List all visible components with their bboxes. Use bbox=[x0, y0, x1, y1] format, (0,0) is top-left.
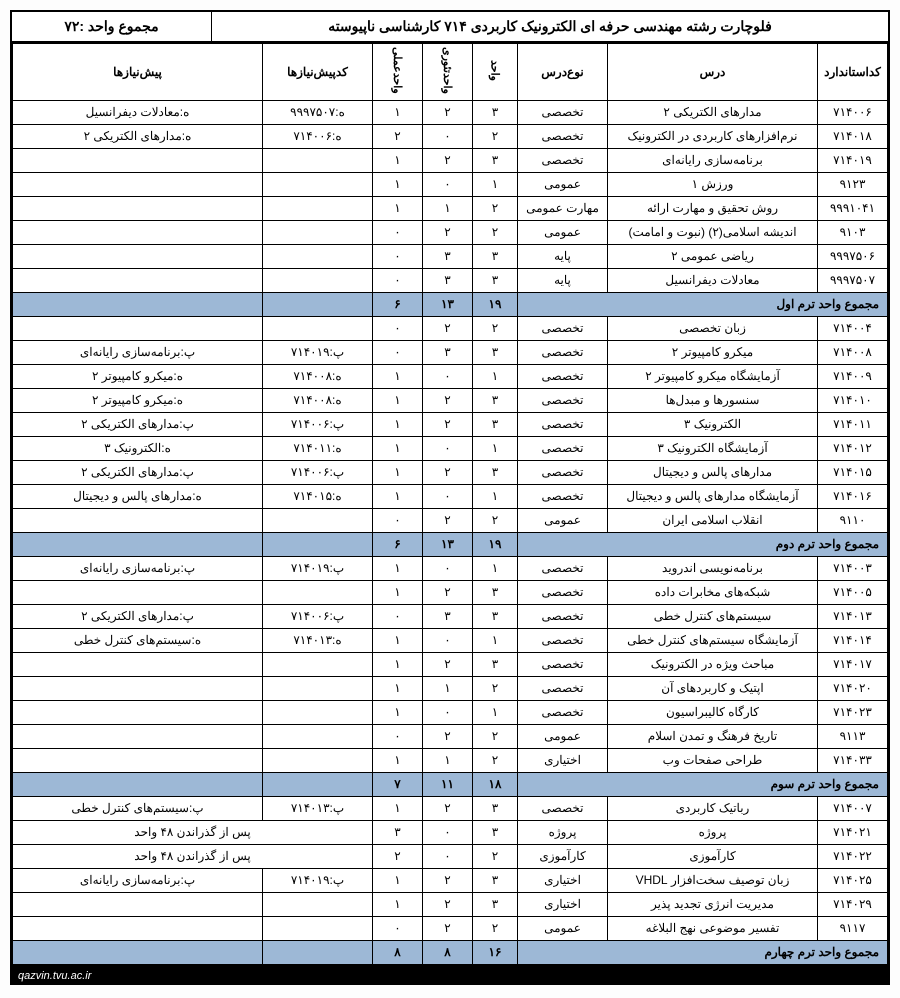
term-sum-row: مجموع واحد ترم چهارم۱۶۸۸ bbox=[13, 940, 888, 964]
term-sum-row: مجموع واحد ترم اول۱۹۱۳۶ bbox=[13, 292, 888, 316]
col-unit: واحد bbox=[473, 44, 518, 101]
table-row: ۷۱۴۰۱۲آزمایشگاه الکترونیک ۳تخصصی۱۰۱ه:۷۱۴… bbox=[13, 436, 888, 460]
table-row: ۷۱۴۰۲۵زبان توصیف سخت‌افزار VHDLاختیاری۳۲… bbox=[13, 868, 888, 892]
table-row: ۷۱۴۰۰۵شبکه‌های مخابرات دادهتخصصی۳۲۱ bbox=[13, 580, 888, 604]
table-row: ۷۱۴۰۲۱پروژهپروژه۳۰۳پس از گذراندن ۴۸ واحد bbox=[13, 820, 888, 844]
table-row: ۷۱۴۰۰۴زبان تخصصیتخصصی۲۲۰ bbox=[13, 316, 888, 340]
total-units: مجموع واحد :۷۲ bbox=[12, 12, 212, 41]
table-row: ۹۹۹۱۰۴۱روش تحقیق و مهارت ارائهمهارت عموم… bbox=[13, 196, 888, 220]
table-row: ۷۱۴۰۱۰سنسورها و مبدل‌هاتخصصی۳۲۱ه:۷۱۴۰۰۸ه… bbox=[13, 388, 888, 412]
table-row: ۷۱۴۰۰۶مدارهای الکتریکی ۲تخصصی۳۲۱ه:۹۹۹۷۵۰… bbox=[13, 100, 888, 124]
table-row: ۹۱۱۰انقلاب اسلامی ایرانعمومی۲۲۰ bbox=[13, 508, 888, 532]
table-row: ۷۱۴۰۲۲کارآموزیکارآموزی۲۰۲پس از گذراندن ۴… bbox=[13, 844, 888, 868]
table-row: ۷۱۴۰۲۹مدیریت انرژی تجدید پذیراختیاری۳۲۱ bbox=[13, 892, 888, 916]
table-row: ۹۱۰۳اندیشه اسلامی(۲) (نبوت و امامت)عمومی… bbox=[13, 220, 888, 244]
page-title: فلوچارت رشته مهندسی حرفه ای الکترونیک کا… bbox=[212, 12, 888, 41]
table-row: ۷۱۴۰۱۳سیستم‌های کنترل خطیتخصصی۳۳۰پ:۷۱۴۰۰… bbox=[13, 604, 888, 628]
table-row: ۷۱۴۰۰۳برنامه‌نویسی اندرویدتخصصی۱۰۱پ:۷۱۴۰… bbox=[13, 556, 888, 580]
col-course: درس bbox=[608, 44, 818, 101]
col-theory: واحدتئوری bbox=[423, 44, 473, 101]
table-row: ۷۱۴۰۲۰اپتیک و کاربردهای آنتخصصی۲۱۱ bbox=[13, 676, 888, 700]
table-row: ۷۱۴۰۰۷رباتیک کاربردیتخصصی۳۲۱پ:۷۱۴۰۱۳پ:سی… bbox=[13, 796, 888, 820]
col-practical: واحدعملی bbox=[373, 44, 423, 101]
footer-link: qazvin.tvu.ac.ir bbox=[10, 967, 890, 985]
table-row: ۷۱۴۰۰۹آزمایشگاه میکرو کامپیوتر ۲تخصصی۱۰۱… bbox=[13, 364, 888, 388]
col-type: نوع‌درس bbox=[518, 44, 608, 101]
table-row: ۷۱۴۰۲۳کارگاه کالیبراسیونتخصصی۱۰۱ bbox=[13, 700, 888, 724]
col-code: کداستاندارد bbox=[818, 44, 888, 101]
table-row: ۹۱۱۳تاریخ فرهنگ و تمدن اسلامعمومی۲۲۰ bbox=[13, 724, 888, 748]
col-prereq-code: کدپیش‌نیازها bbox=[263, 44, 373, 101]
term-sum-row: مجموع واحد ترم سوم۱۸۱۱۷ bbox=[13, 772, 888, 796]
table-row: ۷۱۴۰۱۹برنامه‌سازی رایانه‌ایتخصصی۳۲۱ bbox=[13, 148, 888, 172]
flowchart-container: فلوچارت رشته مهندسی حرفه ای الکترونیک کا… bbox=[10, 10, 890, 967]
title-row: فلوچارت رشته مهندسی حرفه ای الکترونیک کا… bbox=[12, 12, 888, 43]
table-row: ۷۱۴۰۰۸میکرو کامپیوتر ۲تخصصی۳۳۰پ:۷۱۴۰۱۹پ:… bbox=[13, 340, 888, 364]
header-row: کداستاندارد درس نوع‌درس واحد واحدتئوری و… bbox=[13, 44, 888, 101]
table-row: ۷۱۴۰۱۴آزمایشگاه سیستم‌های کنترل خطیتخصصی… bbox=[13, 628, 888, 652]
table-row: ۹۱۱۷تفسیر موضوعی نهج البلاغهعمومی۲۲۰ bbox=[13, 916, 888, 940]
table-row: ۷۱۴۰۱۷مباحث ویژه در الکترونیکتخصصی۳۲۱ bbox=[13, 652, 888, 676]
table-row: ۹۹۹۷۵۰۶ریاضی عمومی ۲پایه۳۳۰ bbox=[13, 244, 888, 268]
table-row: ۷۱۴۰۱۱الکترونیک ۳تخصصی۳۲۱پ:۷۱۴۰۰۶پ:مداره… bbox=[13, 412, 888, 436]
term-sum-row: مجموع واحد ترم دوم۱۹۱۳۶ bbox=[13, 532, 888, 556]
table-row: ۷۱۴۰۱۶آزمایشگاه مدارهای پالس و دیجیتالتخ… bbox=[13, 484, 888, 508]
table-row: ۹۱۲۳ورزش ۱عمومی۱۰۱ bbox=[13, 172, 888, 196]
table-row: ۷۱۴۰۱۸نرم‌افزارهای کاربردی در الکترونیکت… bbox=[13, 124, 888, 148]
col-prereq: پیش‌نیازها bbox=[13, 44, 263, 101]
curriculum-table: کداستاندارد درس نوع‌درس واحد واحدتئوری و… bbox=[12, 43, 888, 965]
table-row: ۷۱۴۰۳۳طراحی صفحات وباختیاری۲۱۱ bbox=[13, 748, 888, 772]
table-row: ۹۹۹۷۵۰۷معادلات دیفرانسیلپایه۳۳۰ bbox=[13, 268, 888, 292]
table-row: ۷۱۴۰۱۵مدارهای پالس و دیجیتالتخصصی۳۲۱پ:۷۱… bbox=[13, 460, 888, 484]
